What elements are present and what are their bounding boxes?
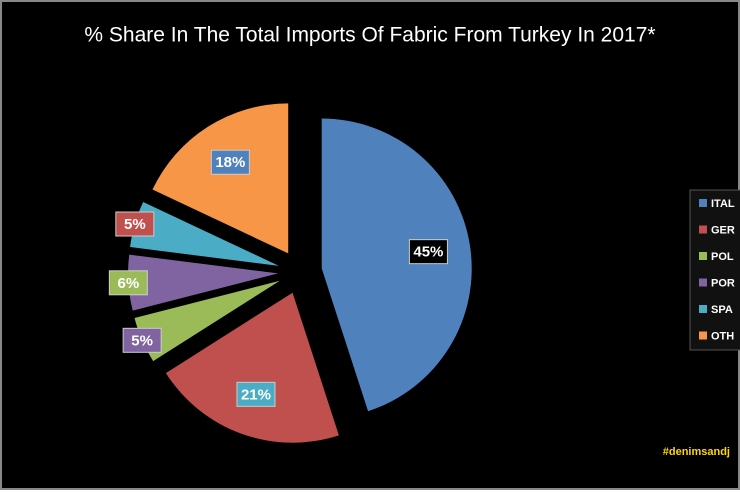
data-label: 5% bbox=[131, 332, 153, 349]
legend-box bbox=[689, 189, 740, 351]
label-box bbox=[115, 211, 155, 237]
data-label: 5% bbox=[124, 216, 146, 233]
label-box bbox=[210, 149, 250, 175]
data-label: 21% bbox=[241, 386, 271, 403]
pie-slice bbox=[165, 292, 339, 443]
pie-slice bbox=[321, 118, 472, 412]
data-label: 45% bbox=[413, 244, 443, 261]
pie-slice bbox=[152, 103, 289, 254]
legend-label: POL bbox=[711, 251, 734, 263]
pie-slice bbox=[134, 280, 280, 362]
legend-swatch bbox=[699, 278, 707, 287]
legend-label: ITAL bbox=[711, 198, 735, 210]
label-box bbox=[408, 239, 448, 265]
legend-swatch bbox=[699, 252, 707, 260]
label-box bbox=[122, 327, 162, 353]
legend-label: SPA bbox=[711, 304, 733, 316]
legend-swatch bbox=[699, 331, 707, 340]
pie-slice bbox=[130, 201, 279, 266]
data-label: 6% bbox=[117, 275, 139, 292]
legend-label: OTH bbox=[711, 330, 734, 342]
legend-swatch bbox=[699, 225, 707, 234]
label-box bbox=[108, 270, 148, 296]
legend-label: POR bbox=[711, 277, 735, 289]
data-label: 18% bbox=[215, 154, 245, 171]
legend-swatch bbox=[699, 199, 707, 207]
legend-swatch bbox=[699, 305, 707, 313]
label-box bbox=[236, 381, 276, 407]
watermark: #denimsandj bbox=[663, 446, 730, 458]
pie-slice bbox=[128, 254, 279, 311]
legend-label: GER bbox=[711, 224, 735, 236]
chart-title: % Share In The Total Imports Of Fabric F… bbox=[84, 24, 655, 47]
